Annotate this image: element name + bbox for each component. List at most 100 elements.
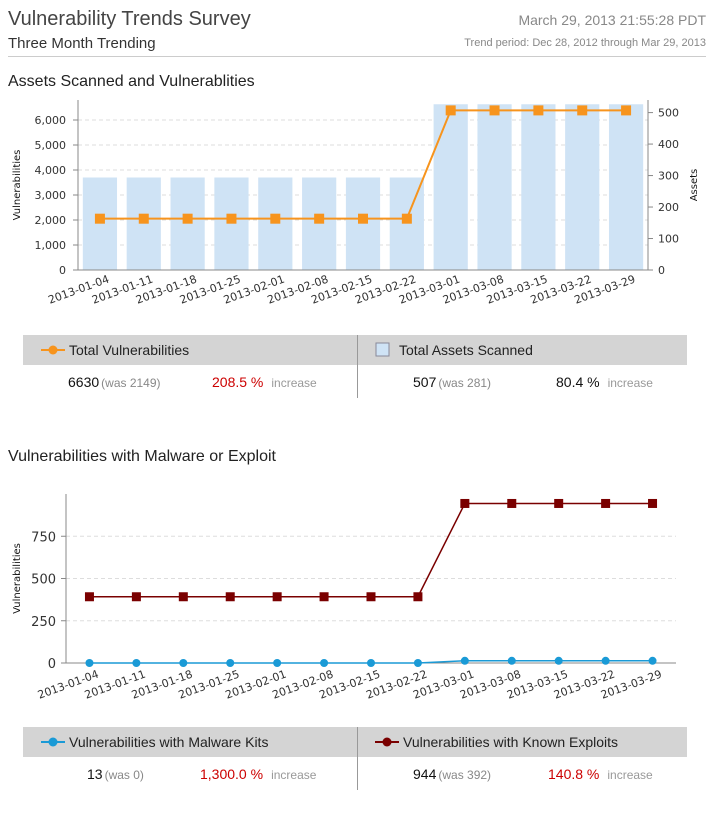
point-2013-03-08 [489,105,500,116]
orange-line-marker-icon [41,345,65,355]
legend-divider [357,335,358,398]
y2-tick-label: 300 [658,170,679,183]
legend-label: Vulnerabilities with Malware Kits [69,734,269,750]
point-exploits-2013-03-29 [648,498,658,508]
stat-value: 507 [413,374,437,390]
stat-increase: increase [271,376,317,390]
point-exploits-2013-01-25 [225,592,235,602]
point-malware-2013-03-15 [554,656,563,665]
stats-total-vulnerabilities: 6630 (was 2149) [68,374,161,390]
point-2013-02-01 [270,213,281,224]
point-malware-2013-02-22 [413,659,422,667]
y2-tick-label: 200 [658,201,679,214]
y2-tick-label: 100 [658,233,679,246]
stat-increase: increase [607,376,653,390]
y2-tick-label: 400 [658,138,679,151]
point-2013-03-22 [577,105,588,116]
stat-percent: 140.8 % [548,766,600,782]
point-exploits-2013-02-22 [413,592,423,602]
y-tick-label: 4,000 [35,164,67,177]
bar-2013-01-11 [126,177,161,270]
legend-label: Total Vulnerabilities [69,342,190,358]
point-malware-2013-02-08 [320,659,329,667]
stat-percent: 1,300.0 % [200,766,264,782]
stats-total-assets-change: 80.4 % increase [556,374,653,390]
maroon-line-marker-icon [375,737,399,747]
stat-increase: increase [607,768,653,782]
malware-exploit-chart: 02505007502013-01-042013-01-112013-01-18… [12,494,676,702]
y2-tick-label: 0 [658,264,665,277]
y-tick-label: 0 [59,264,66,277]
y-tick-label: 3,000 [35,189,67,202]
bar-2013-02-01 [258,177,293,270]
point-2013-02-08 [314,213,325,224]
stats-total-assets: 507 (was 281) [413,374,491,390]
legend-malware-kits[interactable]: Vulnerabilities with Malware Kits [41,727,268,757]
stat-value: 6630 [68,374,100,390]
stats-malware-kits: 13 (was 0) [87,766,144,782]
legend-label: Vulnerabilities with Known Exploits [403,734,619,750]
bar-2013-03-08 [477,104,512,270]
legend-divider [357,727,358,790]
section1-legend: Total Vulnerabilities Total Assets Scann… [23,335,687,365]
section2-legend: Vulnerabilities with Malware Kits Vulner… [23,727,687,757]
stat-value: 944 [413,766,437,782]
stats-known-exploits-change: 140.8 % increase [548,766,653,782]
stat-was: (was 281) [438,376,492,390]
bar-2013-01-25 [214,177,249,270]
report-date: March 29, 2013 21:55:28 PDT [518,12,706,28]
point-malware-2013-03-08 [507,656,516,665]
y-tick-label: 6,000 [35,114,67,127]
y2-axis-label: Assets [689,169,700,202]
point-exploits-2013-01-04 [84,592,94,602]
stats-known-exploits: 944 (was 392) [413,766,491,782]
y-axis-label: Vulnerabilities [12,543,23,614]
stat-was: (was 392) [438,768,492,782]
legend-total-vulnerabilities[interactable]: Total Vulnerabilities [41,335,189,365]
legend-known-exploits[interactable]: Vulnerabilities with Known Exploits [375,727,618,757]
page-subtitle: Three Month Trending [8,35,156,52]
point-exploits-2013-02-08 [319,592,329,602]
trend-period: Trend period: Dec 28, 2012 through Mar 2… [464,37,706,49]
point-exploits-2013-01-11 [131,592,141,602]
bar-2013-01-04 [82,177,118,270]
header-divider [8,56,706,57]
point-exploits-2013-02-15 [366,592,376,602]
point-2013-02-15 [358,213,368,224]
stat-was: (was 0) [104,768,144,782]
legend-label: Total Assets Scanned [399,342,533,358]
stat-percent: 80.4 % [556,374,600,390]
stat-percent: 208.5 % [212,374,264,390]
y2-tick-label: 500 [658,107,679,120]
section2-title: Vulnerabilities with Malware or Exploit [8,448,276,465]
stats-total-vulnerabilities-change: 208.5 % increase [212,374,317,390]
point-2013-01-25 [226,213,237,224]
bar-swatch-icon [375,342,390,357]
page-title: Vulnerability Trends Survey [8,8,251,30]
point-exploits-2013-02-01 [272,592,282,602]
bar-2013-03-15 [521,104,556,270]
series-line-known-exploits [89,502,653,598]
y-tick-label: 500 [31,573,56,588]
point-exploits-2013-03-22 [601,498,611,508]
legend-total-assets[interactable]: Total Assets Scanned [375,335,533,365]
y-tick-label: 2,000 [35,214,67,227]
point-exploits-2013-03-08 [507,498,517,508]
bar-2013-01-18 [170,177,205,270]
y-tick-label: 750 [31,530,56,545]
point-malware-2013-02-01 [273,659,282,667]
point-2013-03-29 [621,105,632,116]
point-malware-2013-01-18 [179,659,188,667]
point-exploits-2013-03-01 [460,498,470,508]
point-malware-2013-02-15 [367,659,375,667]
bar-2013-02-15 [345,177,381,270]
y-tick-label: 1,000 [35,239,67,252]
stats-malware-kits-change: 1,300.0 % increase [200,766,316,782]
stat-increase: increase [271,768,317,782]
y-tick-label: 0 [48,657,56,672]
stat-was: (was 2149) [101,376,161,390]
y-tick-label: 250 [31,615,56,630]
point-2013-01-18 [182,213,193,224]
point-malware-2013-03-22 [601,656,610,665]
point-exploits-2013-01-18 [178,592,188,602]
